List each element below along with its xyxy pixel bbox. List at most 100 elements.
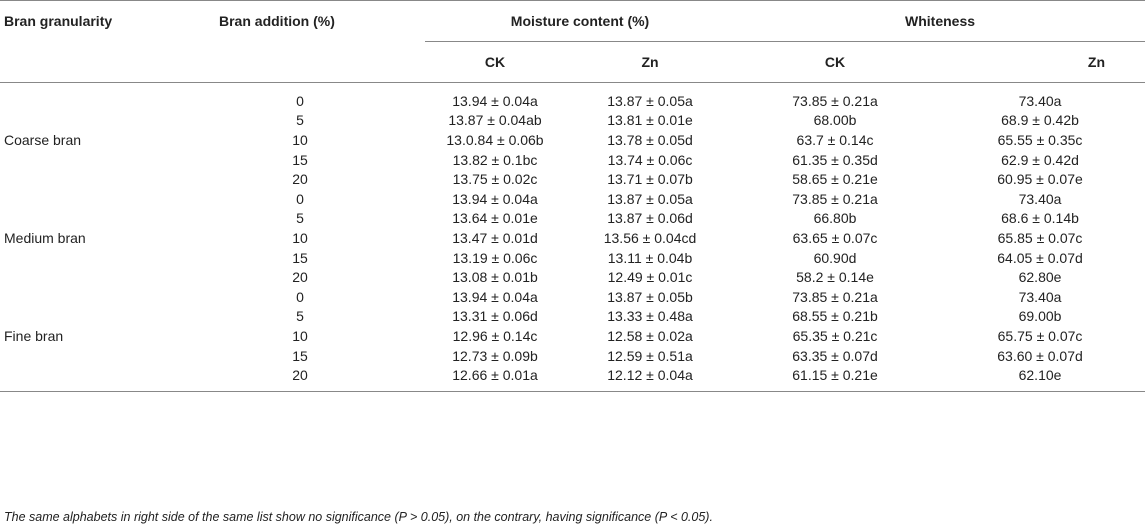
cell-moisture-zn: 13.87 ± 0.05a: [607, 190, 693, 207]
cell-bran-granularity: Medium bran: [4, 229, 86, 246]
cell-bran-addition: 15: [292, 347, 308, 364]
table-row: 0 13.94 ± 0.04a 13.87 ± 0.05a 73.85 ± 0.21a…: [0, 83, 1145, 111]
cell-bran-addition: 10: [292, 229, 308, 246]
cell-whiteness-zn: 69.00b: [1018, 308, 1062, 325]
cell-moisture-ck: 12.96 ± 0.14c: [452, 327, 538, 344]
cell-bran-granularity: [0, 169, 175, 189]
cell-whiteness-ck: 68.00b: [813, 112, 857, 129]
cell-moisture-zn: 13.87 ± 0.05a: [607, 92, 693, 109]
cell-moisture-ck: 13.19 ± 0.06c: [452, 249, 538, 266]
header-spacer: [0, 41, 175, 83]
cell-whiteness-ck: 68.55 ± 0.21b: [792, 308, 878, 325]
cell-moisture-ck: 13.64 ± 0.01e: [452, 210, 538, 227]
cell-whiteness-ck: 63.7 ± 0.14c: [796, 131, 874, 148]
cell-moisture-ck: 13.08 ± 0.01b: [452, 269, 538, 286]
cell-bran-granularity: [0, 365, 175, 392]
table-body: 0 13.94 ± 0.04a 13.87 ± 0.05a 73.85 ± 0.21a…: [0, 83, 1145, 392]
cell-whiteness-ck: 63.35 ± 0.07d: [792, 347, 878, 364]
table-row: Fine bran 10 12.96 ± 0.14c 12.58 ± 0.02a 65.…: [0, 326, 1145, 346]
cell-moisture-ck: 13.82 ± 0.1bc: [452, 151, 538, 168]
cell-bran-addition: 0: [296, 92, 304, 109]
table-footnote: The same alphabets in right side of the …: [4, 510, 713, 524]
cell-bran-addition: 5: [296, 308, 304, 325]
cell-whiteness-zn: 73.40a: [1018, 92, 1062, 109]
header-moisture-content: Moisture content (%): [425, 0, 736, 42]
cell-bran-addition: 0: [296, 288, 304, 305]
cell-whiteness-ck: 58.65 ± 0.21e: [792, 171, 878, 188]
cell-moisture-zn: 13.74 ± 0.06c: [607, 151, 693, 168]
cell-moisture-ck: 13.31 ± 0.06d: [452, 308, 538, 325]
cell-whiteness-zn: 62.10e: [935, 365, 1145, 392]
table-row: Medium bran 10 13.47 ± 0.01d 13.56 ± 0.04cd…: [0, 228, 1145, 248]
table-row: 0 13.94 ± 0.04a 13.87 ± 0.05a 73.85 ± 0.21a…: [0, 189, 1145, 209]
table-header: Bran granularity Bran addition (%) Moist…: [0, 0, 1145, 83]
cell-whiteness-ck: 73.85 ± 0.21a: [792, 190, 878, 207]
cell-moisture-zn: 12.12 ± 0.04a: [565, 365, 736, 392]
cell-bran-granularity: [0, 267, 175, 287]
cell-whiteness-ck: 61.15 ± 0.21e: [735, 365, 936, 392]
cell-moisture-zn: 13.78 ± 0.05d: [607, 131, 693, 148]
cell-whiteness-zn: 65.55 ± 0.35c: [997, 131, 1083, 148]
cell-moisture-zn: 12.49 ± 0.01c: [607, 269, 693, 286]
cell-bran-granularity: [0, 150, 175, 170]
cell-whiteness-ck: 65.35 ± 0.21c: [792, 327, 878, 344]
table-row: 5 13.31 ± 0.06d 13.33 ± 0.48a 68.55 ± 0.21b…: [0, 307, 1145, 327]
cell-moisture-zn: 13.81 ± 0.01e: [607, 112, 693, 129]
cell-moisture-zn: 12.58 ± 0.02a: [607, 327, 693, 344]
cell-bran-granularity: [0, 111, 175, 131]
header-whiteness-zn: Zn: [935, 41, 1145, 83]
cell-moisture-ck: 13.75 ± 0.02c: [452, 171, 538, 188]
cell-whiteness-zn: 65.85 ± 0.07c: [997, 229, 1083, 246]
cell-whiteness-zn: 60.95 ± 0.07e: [997, 171, 1083, 188]
cell-moisture-zn: 12.59 ± 0.51a: [607, 347, 693, 364]
cell-whiteness-ck: 63.65 ± 0.07c: [792, 229, 878, 246]
cell-moisture-ck: 13.94 ± 0.04a: [452, 92, 538, 109]
cell-moisture-ck: 13.94 ± 0.04a: [452, 288, 538, 305]
table-row: 15 13.82 ± 0.1bc 13.74 ± 0.06c 61.35 ± 0.35…: [0, 150, 1145, 170]
cell-moisture-zn: 13.71 ± 0.07b: [607, 171, 693, 188]
cell-whiteness-zn: 64.05 ± 0.07d: [997, 249, 1083, 266]
cell-whiteness-zn: 68.6 ± 0.14b: [1001, 210, 1079, 227]
cell-whiteness-zn: 62.9 ± 0.42d: [1001, 151, 1079, 168]
table-row: Coarse bran 10 13.0.84 ± 0.06b 13.78 ± 0.05…: [0, 130, 1145, 150]
cell-bran-granularity: [0, 83, 175, 111]
cell-whiteness-zn: 73.40a: [1018, 288, 1062, 305]
cell-moisture-zn: 13.11 ± 0.04b: [607, 249, 693, 266]
cell-whiteness-ck: 66.80b: [813, 210, 857, 227]
cell-whiteness-zn: 65.75 ± 0.07c: [997, 327, 1083, 344]
table-row: 5 13.87 ± 0.04ab 13.81 ± 0.01e 68.00b 68.9 ±…: [0, 111, 1145, 131]
cell-moisture-ck: 13.87 ± 0.04ab: [448, 112, 542, 129]
header-spacer: [175, 41, 425, 83]
cell-moisture-zn: 13.33 ± 0.48a: [607, 308, 693, 325]
cell-bran-granularity: [0, 189, 175, 209]
cell-whiteness-zn: 68.9 ± 0.42b: [1001, 112, 1079, 129]
cell-bran-granularity: [0, 346, 175, 366]
cell-moisture-ck: 13.94 ± 0.04a: [452, 190, 538, 207]
cell-bran-granularity: Fine bran: [4, 327, 64, 344]
cell-whiteness-zn: 62.80e: [1018, 269, 1062, 286]
header-bran-granularity: Bran granularity: [0, 0, 175, 42]
cell-bran-granularity: [0, 209, 175, 229]
cell-bran-addition: 0: [296, 190, 304, 207]
cell-bran-granularity: [0, 287, 175, 307]
cell-whiteness-ck: 73.85 ± 0.21a: [792, 288, 878, 305]
cell-moisture-ck: 13.0.84 ± 0.06b: [446, 131, 544, 148]
cell-moisture-zn: 13.87 ± 0.06d: [607, 210, 693, 227]
cell-whiteness-ck: 73.85 ± 0.21a: [792, 92, 878, 109]
cell-bran-addition: 15: [292, 249, 308, 266]
header-moisture-zn: Zn: [565, 41, 736, 83]
data-table: Bran granularity Bran addition (%) Moist…: [0, 0, 1145, 392]
cell-moisture-ck: 13.47 ± 0.01d: [452, 229, 538, 246]
cell-bran-addition: 20: [292, 269, 308, 286]
cell-bran-addition: 5: [296, 112, 304, 129]
table-row: 0 13.94 ± 0.04a 13.87 ± 0.05b 73.85 ± 0.21a…: [0, 287, 1145, 307]
cell-moisture-ck: 12.73 ± 0.09b: [452, 347, 538, 364]
cell-moisture-zn: 13.87 ± 0.05b: [607, 288, 693, 305]
cell-bran-granularity: [0, 248, 175, 268]
table-row: 20 13.75 ± 0.02c 13.71 ± 0.07b 58.65 ± 0.21…: [0, 169, 1145, 189]
cell-bran-granularity: [0, 307, 175, 327]
cell-bran-addition: 10: [292, 327, 308, 344]
cell-bran-addition: 20: [292, 171, 308, 188]
cell-whiteness-zn: 63.60 ± 0.07d: [997, 347, 1083, 364]
